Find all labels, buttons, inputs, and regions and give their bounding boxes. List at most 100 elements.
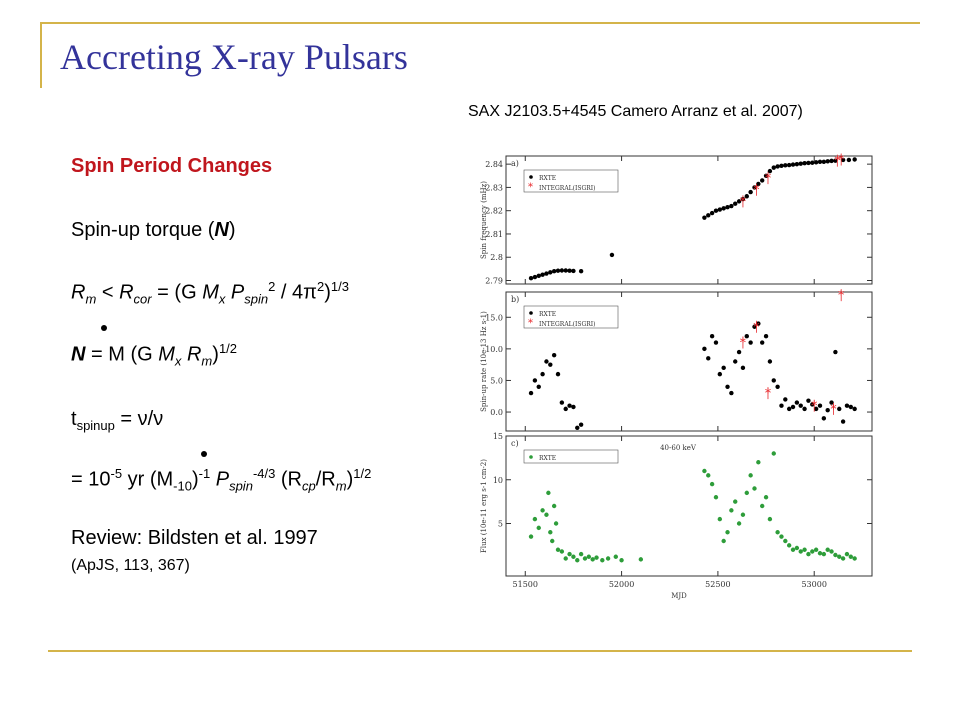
data-point (794, 545, 800, 551)
data-point (852, 406, 857, 412)
data-point (771, 378, 776, 383)
data-point (548, 530, 553, 535)
data-point (840, 419, 846, 424)
data-point (555, 268, 561, 273)
data-point (551, 503, 557, 509)
data-point (829, 158, 834, 164)
data-point (752, 185, 757, 190)
data-point (756, 460, 761, 465)
data-point (844, 403, 850, 408)
data-point (775, 164, 780, 169)
data-point (748, 189, 753, 195)
spin-evolution-figure: 2.79 2.8 2.81 2.82 2.83 2.84 a) Spin frequency … (478, 136, 880, 611)
data-point-star: * (765, 171, 771, 185)
data-point (798, 161, 803, 166)
data-point (752, 486, 757, 491)
data-point (578, 269, 584, 274)
data-point (852, 157, 857, 162)
data-point (798, 403, 803, 408)
data-point (713, 340, 719, 345)
review-journal: (ApJS, 113, 367) (71, 557, 190, 574)
data-point (806, 551, 811, 557)
data-point (544, 271, 549, 276)
data-point (748, 340, 753, 345)
torque-equation: N = M (G Mx Rm)1/2 (71, 341, 238, 369)
y-axis-label: Spin-up rate (10e-13 Hz s-1) (480, 311, 488, 412)
data-point (740, 365, 746, 371)
y-tick-label: 2.81 (485, 230, 503, 239)
data-point (563, 268, 568, 273)
data-point (813, 406, 819, 412)
data-point (536, 525, 541, 531)
data-point (540, 371, 545, 377)
legend-marker: * (528, 182, 533, 193)
data-point (578, 422, 584, 427)
data-point (544, 359, 549, 364)
legend-marker (529, 175, 533, 179)
data-point (779, 534, 784, 539)
data-point (553, 521, 559, 526)
x-tick-label: 52500 (705, 580, 730, 589)
y-tick-label: 2.79 (485, 277, 503, 286)
data-point (540, 508, 545, 513)
y-tick-label: 10 (493, 476, 503, 485)
data-point (709, 334, 715, 339)
y-tick-label: 2.83 (485, 183, 503, 192)
data-point (563, 556, 568, 561)
data-point (767, 359, 773, 364)
data-point (740, 512, 746, 517)
data-point (756, 181, 761, 187)
data-point (706, 356, 711, 361)
panel-label: c) (511, 439, 519, 448)
data-point (763, 334, 769, 339)
data-point (817, 551, 823, 556)
data-point (760, 340, 765, 345)
data-point (706, 473, 711, 478)
data-point (559, 549, 565, 554)
data-point (783, 538, 788, 544)
data-point (736, 349, 742, 355)
data-point (810, 402, 815, 407)
data-point (717, 371, 723, 377)
data-point (852, 556, 857, 561)
data-point (532, 378, 538, 383)
data-point (721, 206, 726, 211)
legend-entry: RXTE (539, 455, 556, 462)
data-point (555, 547, 561, 552)
data-point (786, 406, 792, 412)
data-point (786, 162, 792, 168)
data-point (763, 495, 769, 500)
data-point-star: * (765, 386, 771, 400)
data-point (540, 272, 545, 277)
data-point (582, 556, 588, 561)
data-point (613, 554, 618, 559)
panel-frame (505, 155, 873, 285)
data-point (763, 173, 769, 178)
data-point (846, 157, 852, 163)
data-point (702, 346, 707, 352)
data-point (844, 551, 850, 557)
y-tick-label: 2.84 (485, 160, 503, 169)
legend-marker (529, 455, 533, 459)
data-point (748, 473, 753, 478)
data-point (717, 207, 723, 212)
data-point (709, 210, 715, 216)
panel-frame (505, 291, 873, 432)
data-point (736, 521, 742, 526)
data-point (586, 554, 592, 559)
data-point (848, 554, 854, 559)
legend-marker: * (528, 318, 533, 329)
y-tick-label: 15.0 (485, 313, 503, 322)
data-point (567, 551, 572, 557)
data-point (760, 178, 765, 183)
data-point (709, 481, 715, 487)
mdot-dot-2 (201, 451, 207, 457)
data-point (817, 403, 823, 408)
panel-label: b) (511, 295, 519, 304)
data-point (783, 397, 788, 402)
data-point (837, 406, 842, 412)
y-axis-label: Flux (10e-11 erg s-1 cm-2) (480, 459, 488, 553)
data-point (578, 551, 584, 557)
bottom-divider (48, 650, 912, 652)
mdot-dot-1 (101, 325, 107, 331)
